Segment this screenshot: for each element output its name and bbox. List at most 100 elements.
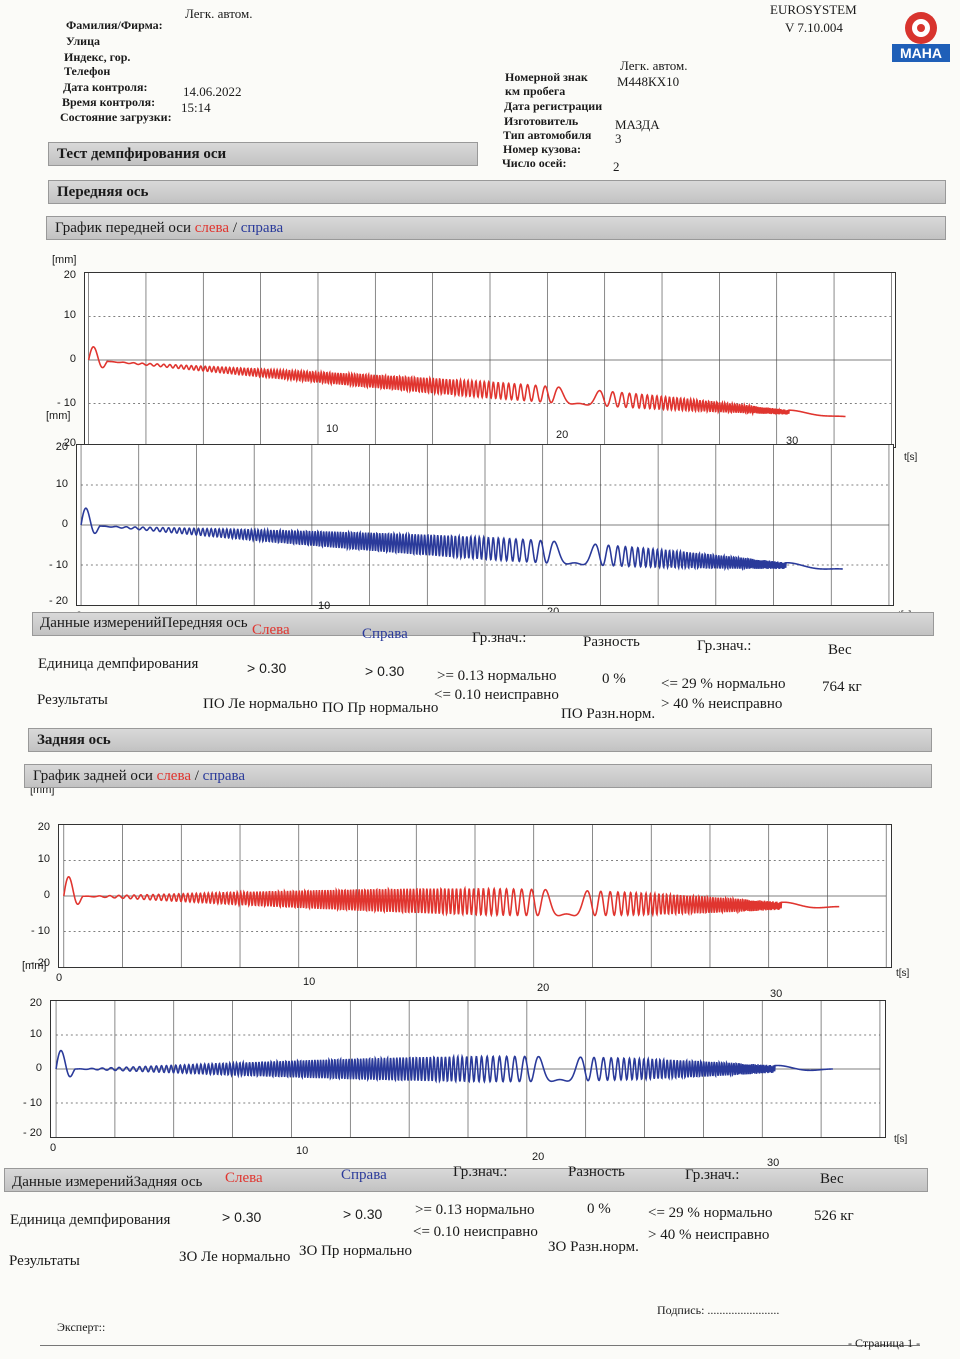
front-right-value: > 0.30	[365, 663, 405, 679]
front-lim-bad: <= 0.10 неисправно	[434, 687, 559, 703]
damping-graph-2	[76, 444, 894, 606]
rear-data-bar	[4, 1168, 928, 1192]
front-weight-head: Вес	[828, 642, 852, 658]
axles-value: 2	[613, 159, 620, 174]
x-tick-label: 30	[767, 1156, 780, 1169]
y-unit-label: [mm]	[52, 254, 77, 266]
signature-line: Подпись: ........................	[657, 1303, 780, 1317]
test-title: Тест демпфирования оси	[57, 146, 227, 162]
x-tick-label: 0	[56, 972, 63, 984]
rear-diff-bad: > 40 % неисправно	[648, 1227, 770, 1243]
x-tick-label: 20	[532, 1150, 545, 1163]
front-weight-value: 764 кг	[822, 679, 862, 695]
x-tick-label: 10	[303, 976, 316, 988]
y-tick-label: - 10	[57, 397, 76, 409]
x-tick-label: 0	[50, 1142, 57, 1154]
x-tick-label: 10	[296, 1145, 309, 1157]
front-legend-sep: /	[229, 220, 241, 236]
y-tick-label: 0	[35, 1062, 42, 1074]
rear-diff-value: 0 %	[587, 1201, 611, 1217]
x-tick-label: 30	[770, 987, 783, 1000]
front-left-legend: слева	[194, 220, 230, 236]
test-title-bar: Тест демпфирования оси	[48, 142, 478, 166]
front-result-right: ПО Пр нормально	[322, 700, 439, 716]
rear-left-legend: слева	[156, 768, 191, 784]
front-lim-ok: >= 0.13 нормально	[437, 668, 557, 684]
front-right-col: Справа	[362, 626, 408, 642]
y-tick-label: 10	[55, 477, 68, 490]
rear-right-col: Справа	[341, 1167, 387, 1183]
y-tick-label: 0	[61, 518, 68, 530]
category-value: Легк. автом.	[620, 58, 688, 73]
y-tick-label: - 20	[57, 437, 76, 449]
plate-value: М448КХ10	[617, 74, 680, 89]
y-tick-label: - 20	[49, 595, 68, 607]
rear-data-head: Данные измеренийЗадняя ось	[12, 1174, 203, 1190]
graph-svg	[55, 1001, 881, 1137]
x-tick-label: 10	[326, 423, 339, 435]
graph-svg	[80, 445, 890, 605]
rear-diff-ok: <= 29 % нормально	[648, 1205, 773, 1221]
postcode-label: Индекс, гор.	[64, 50, 131, 64]
plate-label: Номерной знак	[505, 70, 588, 84]
rear-weight-value: 526 кг	[814, 1208, 854, 1224]
graph-svg	[87, 273, 892, 447]
rear-damping-label: Единица демпфирования	[10, 1212, 171, 1228]
maker-value: МАЗДА	[615, 117, 660, 132]
rear-graph-title-bar: График задней оси слева / справа	[24, 764, 932, 788]
page-number: - Страница 1 -	[848, 1336, 921, 1350]
series-line-справа	[55, 1049, 833, 1084]
series-line-слева	[87, 346, 846, 418]
damping-graph-3	[58, 824, 892, 968]
y-tick-label: - 10	[31, 925, 50, 937]
rear-diff-head: Разность	[568, 1164, 625, 1180]
y-tick-label: 20	[29, 997, 42, 1009]
damping-graph-4	[50, 1000, 886, 1138]
axles-label: Число осей:	[502, 156, 567, 170]
x-unit-label: t[s]	[896, 968, 910, 979]
series-line-слева	[63, 876, 840, 918]
rear-section-bar: Задняя ось	[28, 728, 932, 752]
type-label: Тип автомобиля	[503, 128, 592, 142]
x-tick-label: 10	[318, 600, 331, 612]
rear-right-legend: справа	[202, 768, 246, 784]
type-value: 3	[615, 131, 622, 146]
front-section-title: Передняя ось	[57, 184, 149, 200]
reg-label: Дата регистрации	[504, 99, 603, 113]
y-unit-label: [mm]	[46, 410, 71, 422]
load-label: Состояние загрузки:	[60, 110, 172, 124]
x-unit-label: t[s]	[904, 452, 918, 463]
front-section-bar: Передняя ось	[48, 180, 946, 204]
front-limit2: Гр.знач.:	[697, 638, 752, 654]
series-line-справа	[80, 507, 843, 572]
surname-label: Фамилия/Фирма:	[66, 18, 163, 32]
front-result-diff: ПО Разн.норм.	[561, 706, 656, 722]
y-tick-label: - 10	[49, 558, 68, 571]
time-value: 15:14	[181, 100, 211, 115]
rear-result-diff: ЗО Разн.норм.	[548, 1239, 639, 1255]
rear-weight-head: Вес	[820, 1171, 844, 1187]
footer-rule	[40, 1345, 920, 1346]
y-tick-label: 0	[69, 353, 76, 365]
front-left-col: Слева	[252, 622, 290, 638]
front-diff-bad: > 40 % неисправно	[661, 696, 783, 712]
graph-svg	[63, 825, 887, 967]
front-data-bar	[32, 612, 934, 636]
front-right-legend: справа	[240, 220, 284, 236]
rear-right-value: > 0.30	[343, 1206, 383, 1222]
front-diff-head: Разность	[583, 634, 640, 650]
y-tick-label: 0	[43, 889, 50, 901]
x-unit-label: t[s]	[894, 1134, 908, 1145]
rear-result-left: ЗО Ле нормально	[179, 1249, 291, 1265]
rear-section-title: Задняя ось	[37, 732, 111, 748]
y-tick-label: - 20	[23, 1127, 42, 1139]
y-tick-label: 20	[37, 821, 50, 833]
rear-limit1: Гр.знач.:	[453, 1164, 508, 1180]
front-limit1: Гр.знач.:	[472, 630, 527, 646]
damping-graph-1	[84, 272, 896, 448]
km-label: км пробега	[505, 84, 566, 98]
date-label: Дата контроля:	[63, 80, 148, 94]
rear-left-value: > 0.30	[222, 1209, 262, 1225]
front-graph-title: График передней оси	[55, 220, 195, 236]
rear-lim-ok: >= 0.13 нормально	[415, 1202, 535, 1218]
